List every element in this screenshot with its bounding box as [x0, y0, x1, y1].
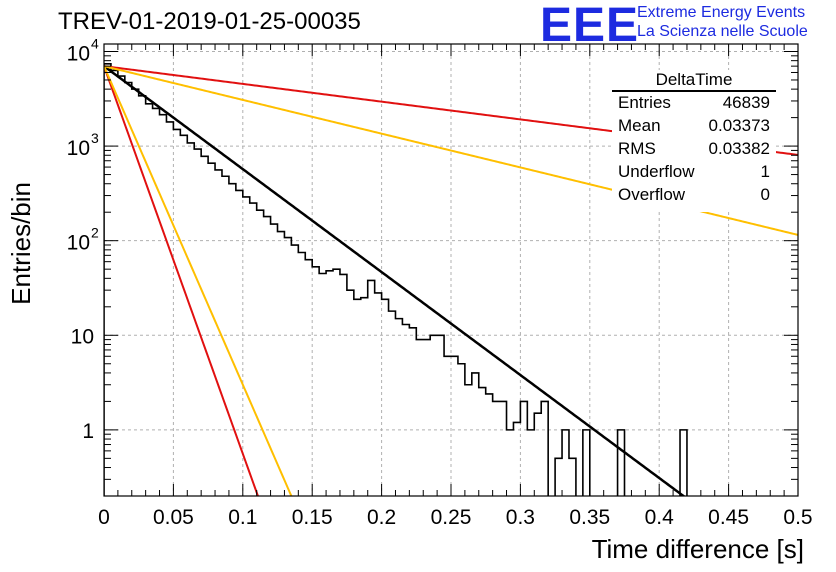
y-tick-label: 1: [82, 420, 94, 443]
y-tick-exponent: 2: [91, 225, 99, 241]
x-axis-label: Time difference [s]: [591, 534, 804, 564]
fit-curve-0: [104, 65, 686, 496]
stats-histogram-name: DeltaTime: [655, 70, 733, 89]
y-tick-label: 10: [71, 325, 94, 348]
stats-row-rms: RMS 0.03382: [618, 139, 770, 161]
stats-row-underflow: Underflow 1: [618, 162, 770, 184]
x-tick-label: 0.3: [506, 506, 535, 529]
x-tick-label: 0.25: [431, 506, 472, 529]
logo-caption-1: Extreme Energy Events: [637, 4, 806, 21]
stats-key: RMS: [618, 139, 656, 158]
stats-key: Mean: [618, 116, 661, 135]
stats-value: 0.03382: [708, 139, 770, 158]
eee-logo-mark: EEE: [540, 0, 640, 52]
stats-key: Entries: [618, 93, 671, 112]
y-tick-label: 10: [67, 42, 90, 65]
fit-curve-2: [104, 65, 293, 496]
logo-caption-2: La Scienza nelle Scuole: [637, 23, 808, 40]
stats-row-mean: Mean 0.03373: [618, 116, 770, 138]
x-tick-label: 0.5: [783, 506, 812, 529]
x-tick-label: 0.05: [153, 506, 194, 529]
chart-title: TREV-01-2019-01-25-00035: [58, 8, 361, 35]
stats-value: 46839: [722, 93, 770, 112]
y-tick-exponent: 4: [91, 35, 99, 51]
x-tick-label: 0.4: [645, 506, 675, 529]
y-axis-label: Entries/bin: [6, 182, 36, 305]
y-tick-exponent: 3: [91, 130, 99, 146]
y-tick-label: 10: [67, 232, 90, 255]
stats-key: Underflow: [618, 162, 695, 181]
x-tick-label: 0.2: [367, 506, 396, 529]
stats-value: 1: [760, 162, 770, 181]
stats-box: DeltaTime Entries 46839 Mean 0.03373 RMS…: [612, 70, 776, 212]
stats-value: 0: [760, 185, 770, 204]
x-tick-label: 0.35: [569, 506, 610, 529]
x-tick-label: 0.45: [708, 506, 749, 529]
stats-key: Overflow: [618, 185, 686, 204]
stats-row-entries: Entries 46839: [618, 93, 770, 115]
stats-row-overflow: Overflow 0: [618, 185, 770, 207]
fit-curve-1: [104, 65, 260, 496]
x-tick-label: 0: [98, 506, 110, 529]
stats-value: 0.03373: [708, 116, 770, 135]
x-tick-label: 0.1: [228, 506, 257, 529]
x-tick-label: 0.15: [292, 506, 333, 529]
stats-divider: [612, 90, 776, 92]
y-tick-label: 10: [67, 137, 90, 160]
